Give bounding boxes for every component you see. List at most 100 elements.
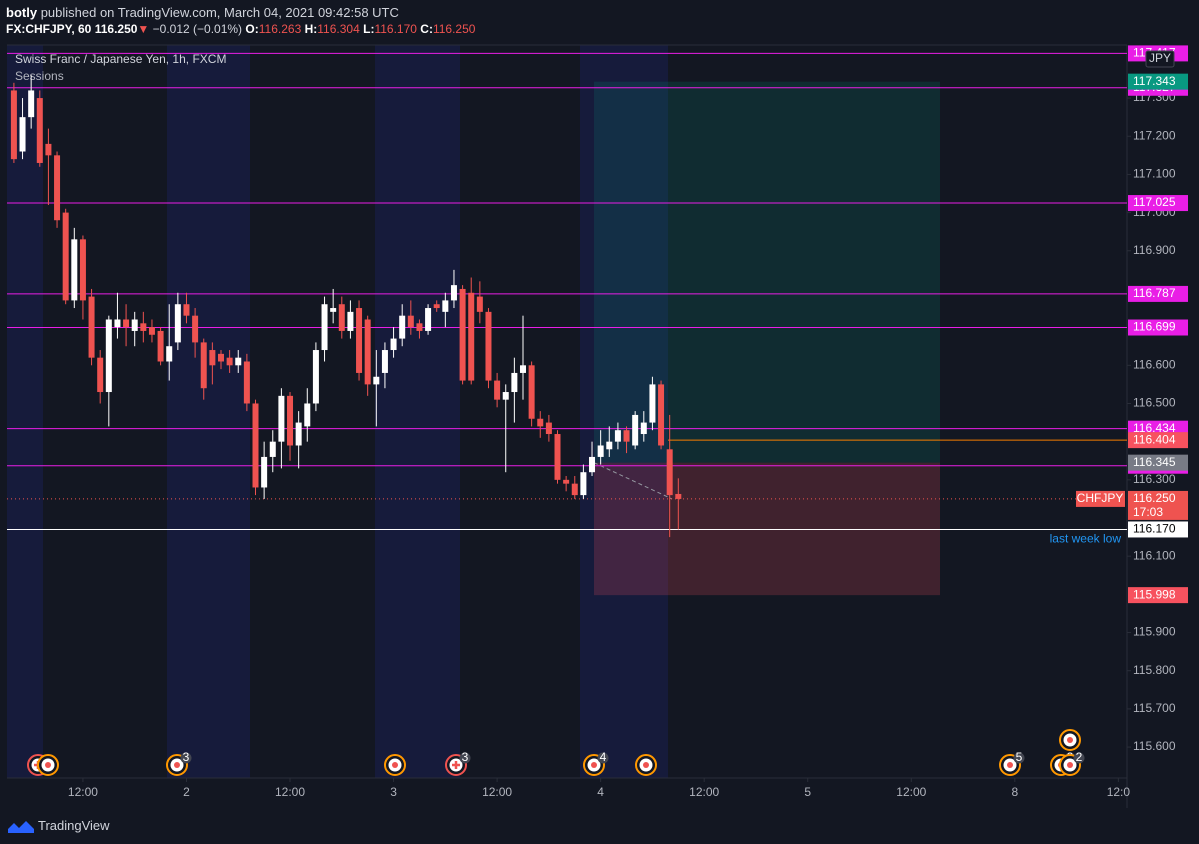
candle-body xyxy=(183,304,190,316)
publisher: botly xyxy=(6,5,38,20)
price-label-bg xyxy=(1128,73,1188,90)
close: 116.250 xyxy=(432,22,476,36)
session-band xyxy=(167,45,250,778)
chart-title: Swiss Franc / Japanese Yen, 1h, FXCM xyxy=(15,52,226,66)
candle-body xyxy=(554,434,561,480)
candle-body xyxy=(675,493,682,499)
x-tick-label: 12:00 xyxy=(68,785,98,799)
price-label: 115.998 xyxy=(1133,587,1176,601)
candle-body xyxy=(450,285,457,301)
y-tick-label: 116.600 xyxy=(1133,357,1176,371)
h-label: H: xyxy=(304,22,318,36)
candle-body xyxy=(166,346,173,362)
candle-body xyxy=(321,304,328,351)
symbol-label: CHFJPY xyxy=(1077,491,1124,505)
event-badge xyxy=(1073,752,1085,764)
session-band xyxy=(375,45,460,778)
candle-body xyxy=(649,384,656,423)
candle-body xyxy=(148,327,155,335)
y-tick-label: 115.900 xyxy=(1133,625,1176,639)
price-label: 116.404 xyxy=(1133,432,1176,446)
price-label-bg xyxy=(1128,285,1188,302)
candle-body xyxy=(36,98,43,163)
event-dot xyxy=(1067,762,1073,768)
price-label-bg xyxy=(1128,319,1188,336)
candle-body xyxy=(623,430,630,442)
o-label: O: xyxy=(245,22,259,36)
candle-body xyxy=(131,319,138,331)
event-badge-text: 3 xyxy=(183,750,190,764)
candle-body xyxy=(269,441,276,457)
event-badge xyxy=(459,752,471,764)
candle-body xyxy=(459,288,466,381)
candle-body xyxy=(476,296,483,312)
candle-body xyxy=(10,90,17,160)
y-tick-label: 116.100 xyxy=(1133,548,1176,562)
candle-body xyxy=(19,117,26,152)
symbol-label-bg xyxy=(1076,490,1125,507)
price-label: 116.434 xyxy=(1133,421,1176,435)
candle-body xyxy=(597,445,604,457)
y-tick-label: 116.500 xyxy=(1133,396,1176,410)
candle-body xyxy=(442,300,449,312)
candle-body xyxy=(356,308,363,373)
y-tick-label: 117.100 xyxy=(1133,167,1176,181)
candle-body xyxy=(606,441,613,450)
y-tick-label: 115.600 xyxy=(1133,739,1176,753)
candle-body xyxy=(614,430,621,442)
candle-body xyxy=(399,315,406,339)
candle-body xyxy=(494,380,501,400)
event-dot xyxy=(45,762,51,768)
x-tick-label: 12:00 xyxy=(896,785,926,799)
high: 116.304 xyxy=(317,22,360,36)
x-tick-label: 12:00 xyxy=(482,785,512,799)
chart: Swiss Franc / Japanese Yen, 1h, FXCM Sess… xyxy=(7,44,1188,808)
candle-body xyxy=(364,319,371,385)
publish-text: published on TradingView.com, March 04, … xyxy=(40,5,399,20)
candle-body xyxy=(468,292,475,381)
event-badge-text: 4 xyxy=(600,750,607,764)
event-badge-text: 3 xyxy=(462,750,469,764)
loss-zone xyxy=(594,462,940,596)
event-badge-text: 2 xyxy=(1076,750,1083,764)
candle-body xyxy=(330,308,337,312)
event-dot xyxy=(174,762,180,768)
y-tick-label: 115.700 xyxy=(1133,701,1176,715)
candle-body xyxy=(287,395,294,446)
candle-body xyxy=(373,376,380,385)
candle-body xyxy=(71,239,78,301)
event-plus xyxy=(452,761,460,769)
countdown: 17:03 xyxy=(1133,505,1163,519)
profit-zone xyxy=(594,81,940,463)
ohlc-bar: FX:CHFJPY, 60 116.250▼ −0.012 (−0.01%) O… xyxy=(6,22,475,36)
x-tick-label: 4 xyxy=(597,785,604,799)
candle-body xyxy=(295,422,302,446)
candle-body xyxy=(45,143,52,156)
price-label-bg xyxy=(1128,432,1188,449)
candle-body xyxy=(519,365,526,373)
footer: TradingView xyxy=(8,818,110,833)
candle-body xyxy=(209,350,216,366)
y-tick-label: 116.300 xyxy=(1133,472,1176,486)
price-label-bg xyxy=(1128,195,1188,212)
event-dot xyxy=(1067,737,1073,743)
y-tick-label: 116.900 xyxy=(1133,243,1176,257)
candle-body xyxy=(407,315,414,328)
currency-bg xyxy=(1145,50,1175,68)
currency-label: JPY xyxy=(1149,51,1171,65)
event-dot xyxy=(1007,762,1013,768)
candle-body xyxy=(243,361,250,404)
price-label: 116.787 xyxy=(1133,286,1176,300)
price-label-bg xyxy=(1128,521,1188,538)
open: 116.263 xyxy=(258,22,302,36)
event-dot xyxy=(392,762,398,768)
down-arrow: ▼ xyxy=(137,22,150,36)
candle-body xyxy=(174,304,181,343)
x-tick-label: 12:0 xyxy=(1107,785,1131,799)
candle-body xyxy=(312,350,319,404)
x-tick-label: 5 xyxy=(804,785,811,799)
candle-body xyxy=(640,422,647,435)
candle-body xyxy=(304,403,311,427)
publish-info: botly published on TradingView.com, Marc… xyxy=(6,5,399,20)
